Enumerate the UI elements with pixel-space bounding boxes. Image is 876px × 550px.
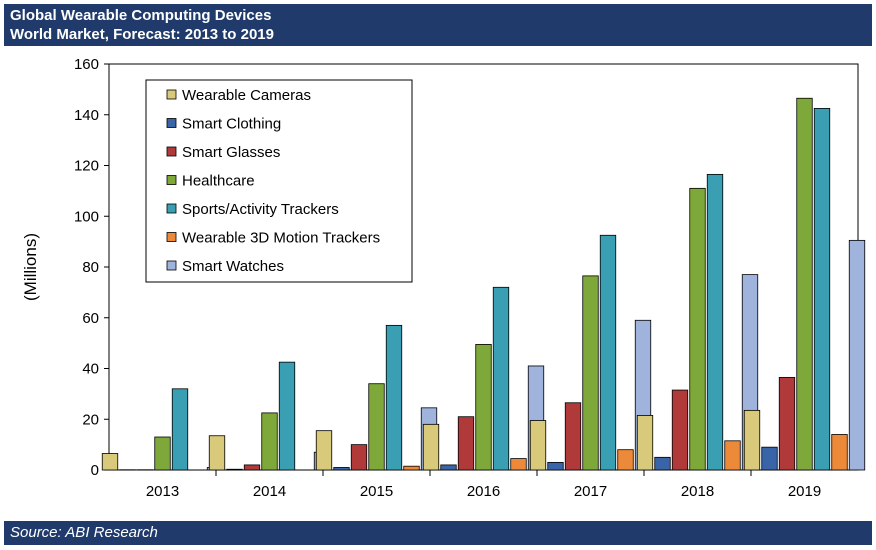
bar (813, 108, 831, 471)
legend-label: Smart Glasses (182, 144, 280, 161)
bar (671, 389, 689, 471)
x-tick-label: 2015 (360, 483, 393, 500)
legend-swatch (166, 89, 177, 100)
bar (796, 97, 813, 471)
bar (261, 412, 278, 471)
legend-swatch (166, 260, 177, 271)
bar (226, 468, 243, 471)
bar (422, 423, 440, 471)
x-tick-label: 2019 (788, 483, 821, 500)
source-text: Source: ABI Research (10, 524, 158, 541)
legend (145, 79, 413, 283)
bar (492, 286, 510, 471)
y-tick-label: 60 (82, 310, 99, 327)
legend-label: Wearable Cameras (182, 87, 311, 104)
bar (403, 465, 420, 471)
bar (831, 434, 848, 471)
bar (154, 436, 171, 471)
x-tick-label: 2018 (681, 483, 714, 500)
y-tick-label: 140 (74, 107, 99, 124)
bar (529, 420, 547, 471)
bar (475, 343, 492, 471)
legend-label: Smart Clothing (182, 116, 281, 133)
bar (101, 453, 119, 471)
legend-label: Wearable 3D Motion Trackers (182, 230, 380, 247)
y-tick-label: 120 (74, 158, 99, 175)
bar (208, 435, 226, 471)
bar (778, 376, 796, 471)
bar (617, 449, 634, 471)
legend-swatch (166, 146, 177, 157)
bar (278, 361, 296, 471)
bar (547, 461, 564, 471)
bar (368, 383, 385, 471)
x-tick-label: 2016 (467, 483, 500, 500)
x-tick-label: 2013 (146, 483, 179, 500)
title-bar: Global Wearable Computing Devices World … (4, 4, 872, 46)
bar (599, 234, 617, 471)
y-tick-label: 0 (91, 462, 99, 479)
bar (706, 173, 724, 471)
bar (457, 416, 475, 471)
legend-swatch (166, 232, 177, 242)
source-footer: Source: ABI Research (4, 521, 872, 545)
bar (510, 458, 527, 471)
legend-swatch (166, 118, 177, 128)
legend-swatch (166, 175, 177, 185)
legend-swatch (166, 203, 177, 214)
legend-label: Sports/Activity Trackers (182, 201, 339, 218)
bar (743, 409, 761, 471)
chart-title: Global Wearable Computing Devices (10, 7, 272, 24)
y-axis-label: (Millions) (21, 233, 40, 301)
bar (315, 430, 333, 471)
bar (243, 464, 261, 471)
bar (654, 456, 671, 471)
bar (582, 275, 599, 471)
bar (440, 464, 457, 471)
y-tick-label: 80 (82, 259, 99, 276)
y-tick-label: 40 (82, 361, 99, 378)
bar (564, 402, 582, 471)
y-tick-label: 160 (74, 56, 99, 73)
bar (333, 467, 350, 471)
bar (761, 446, 778, 471)
y-tick-label: 20 (82, 411, 99, 428)
bar (724, 440, 741, 471)
bar (350, 444, 368, 471)
legend-label: Smart Watches (182, 258, 284, 275)
bar (848, 239, 866, 471)
bar (385, 324, 403, 471)
chart-subtitle: World Market, Forecast: 2013 to 2019 (10, 26, 274, 43)
bar (636, 415, 654, 471)
x-tick-label: 2014 (253, 483, 286, 500)
x-tick-label: 2017 (574, 483, 607, 500)
bar (689, 187, 706, 471)
legend-label: Healthcare (182, 173, 255, 190)
y-tick-label: 100 (74, 208, 99, 225)
bar (171, 388, 189, 471)
